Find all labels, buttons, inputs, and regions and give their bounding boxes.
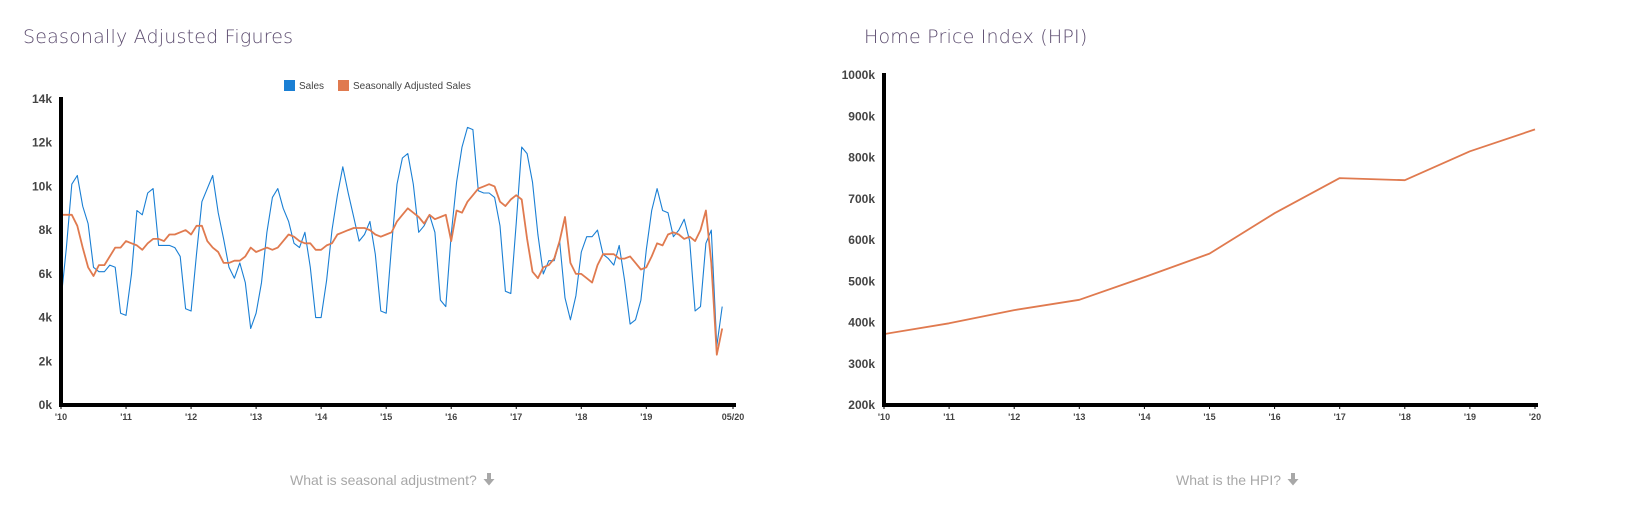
x-tick-label: '10 [55,412,67,422]
x-tick-label: '16 [445,412,457,422]
y-tick-label: 2k [39,354,53,368]
x-tick-label: '13 [1073,412,1085,422]
arrow-down-icon [483,473,495,489]
y-tick-label: 500k [848,274,875,288]
seasonal-adjustment-link[interactable]: What is seasonal adjustment? [290,472,495,489]
y-tick-label: 900k [848,109,875,123]
hpi-line [883,128,1536,335]
y-tick-label: 1000k [842,68,876,82]
hpi-chart-title: Home Price Index (HPI) [864,26,1088,48]
x-tick-label: '12 [1008,412,1020,422]
x-tick-label: '14 [315,412,327,422]
x-tick-label: '12 [185,412,197,422]
y-tick-label: 300k [848,357,875,371]
seasonally-adjusted-sales-line [61,183,724,356]
seasonal-chart-title: Seasonally Adjusted Figures [23,26,294,48]
x-tick-label: '10 [878,412,890,422]
y-tick-label: 8k [39,223,53,237]
seasonal-chart: 0k 2k 4k 6k 8k 10k 12k 14k '10 '11 '12 '13 '14 '15 '16… [32,80,745,422]
y-tick-label: 700k [848,192,875,206]
x-tick-label: '13 [250,412,262,422]
hpi-info-link-label: What is the HPI? [1176,472,1282,488]
x-tick-label: '20 [1529,412,1541,422]
hpi-info-link[interactable]: What is the HPI? [1176,472,1299,489]
x-tick-label: '18 [1399,412,1411,422]
hpi-chart-panel: Home Price Index (HPI) 200k 300k 400k 500k 6… [840,0,1627,528]
x-tick-label: '14 [1138,412,1150,422]
x-tick-label: '18 [575,412,587,422]
legend-label: Seasonally Adjusted Sales [353,81,471,92]
y-tick-label: 4k [39,311,53,325]
x-tick-label: '17 [1334,412,1346,422]
y-tick-label: 800k [848,151,875,165]
legend-swatch [284,80,295,91]
y-tick-label: 14k [32,92,52,106]
sales-line [60,126,723,347]
y-tick-label: 10k [32,179,52,193]
x-tick-label: '17 [510,412,522,422]
x-tick-label: '15 [380,412,392,422]
legend-swatch [338,80,349,91]
legend-label: Sales [299,81,324,92]
y-tick-label: 12k [32,136,52,150]
y-tick-label: 600k [848,233,875,247]
y-tick-label: 6k [39,267,53,281]
x-tick-label: '19 [640,412,652,422]
y-tick-label: 0k [39,398,53,412]
seasonal-chart-panel: Seasonally Adjusted Figures 0k 2k 4k 6k 8k 10… [0,0,800,528]
arrow-down-icon [1287,473,1299,489]
x-tick-label: '11 [943,412,955,422]
y-tick-label: 200k [848,398,875,412]
x-tick-label: '16 [1269,412,1281,422]
x-tick-label: '15 [1203,412,1215,422]
x-tick-label: '19 [1464,412,1476,422]
seasonal-adjustment-link-label: What is seasonal adjustment? [290,472,477,488]
y-tick-label: 400k [848,316,875,330]
x-tick-label: '11 [120,412,132,422]
x-tick-label: 05/20 [722,412,745,422]
hpi-chart: 200k 300k 400k 500k 600k 700k 800k 900k 1000k '10… [842,68,1541,422]
